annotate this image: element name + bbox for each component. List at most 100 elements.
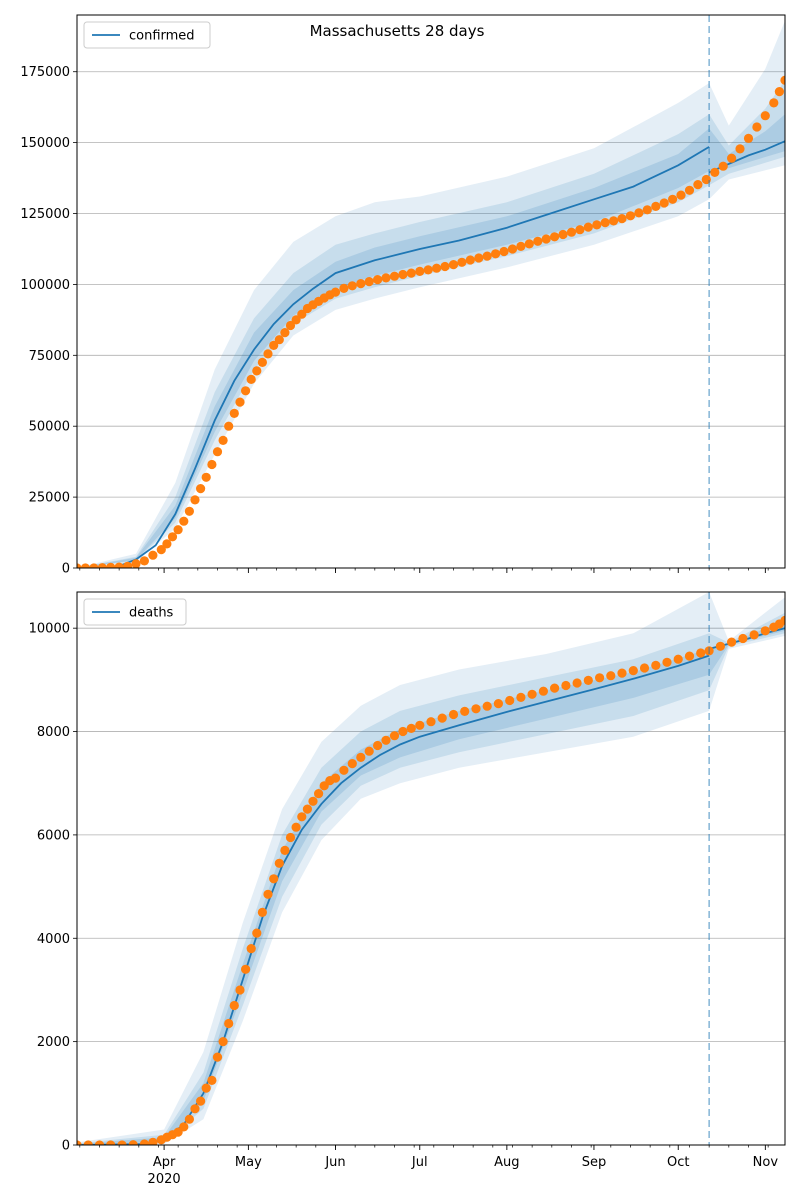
observed-point	[592, 220, 602, 230]
observed-point	[780, 75, 785, 85]
observed-point	[527, 689, 537, 699]
observed-point	[285, 832, 296, 843]
plot-area	[77, 592, 785, 1145]
observed-point	[212, 1052, 223, 1062]
observed-point	[252, 928, 262, 938]
observed-point	[634, 208, 644, 218]
observed-point	[224, 1018, 234, 1029]
observed-point	[516, 241, 526, 251]
observed-point	[106, 1140, 116, 1145]
observed-point	[566, 227, 577, 237]
observed-point	[148, 550, 158, 560]
observed-point	[651, 660, 661, 671]
observed-point	[575, 225, 585, 235]
observed-point	[269, 340, 279, 350]
observed-point	[493, 699, 503, 709]
observed-point	[437, 713, 447, 723]
observed-point	[389, 731, 400, 741]
observed-point	[381, 273, 391, 283]
observed-point	[448, 709, 459, 720]
observed-point	[196, 1096, 206, 1106]
observed-point	[398, 269, 408, 280]
observed-point	[235, 397, 245, 407]
observed-point	[235, 985, 245, 995]
observed-point	[167, 532, 178, 542]
observed-point	[482, 251, 492, 261]
observed-point	[780, 615, 785, 625]
y-tick-label: 150000	[20, 136, 70, 151]
observed-point	[207, 1075, 217, 1085]
observed-point	[263, 349, 273, 359]
observed-point	[156, 545, 166, 555]
observed-point	[398, 726, 408, 737]
observed-point	[364, 746, 374, 756]
observed-point	[381, 735, 391, 745]
observed-point	[538, 686, 549, 696]
uncertainty-band-outer	[77, 592, 785, 1145]
observed-point	[314, 789, 324, 799]
observed-point	[184, 1114, 194, 1124]
observed-point	[201, 472, 211, 482]
observed-point	[263, 889, 273, 899]
observed-point	[769, 98, 779, 108]
observed-point	[257, 907, 267, 918]
observed-point	[457, 257, 467, 267]
observed-point	[241, 964, 251, 974]
legend: confirmed	[83, 21, 211, 49]
observed-point	[257, 357, 267, 367]
observed-point	[229, 408, 239, 418]
observed-point	[651, 201, 661, 211]
observed-point	[97, 563, 107, 568]
observed-point	[347, 281, 357, 291]
y-tick-label: 0	[62, 1139, 70, 1154]
observed-point	[491, 249, 501, 259]
observed-point	[114, 562, 124, 568]
observed-point	[106, 562, 116, 568]
observed-point	[550, 232, 560, 242]
observed-point	[373, 740, 383, 751]
observed-point	[291, 315, 301, 325]
y-tick-label: 175000	[20, 65, 70, 80]
observed-point	[373, 275, 383, 285]
legend-label: deaths	[129, 606, 174, 621]
observed-point	[583, 675, 593, 686]
observed-point	[550, 683, 560, 693]
observed-point	[482, 701, 492, 711]
observed-point	[474, 253, 484, 263]
observed-point	[274, 335, 284, 345]
observed-point	[80, 563, 90, 568]
confirmed-panel: 0 25000 50000 75000 100000 125000 150000 175000…	[20, 14, 786, 577]
observed-point	[541, 234, 551, 244]
observed-point	[347, 759, 357, 769]
observed-point	[533, 236, 543, 246]
uncertainty-band-inner	[77, 114, 785, 568]
observed-point	[269, 874, 279, 884]
y-tick-label: 0	[62, 562, 70, 577]
observed-point	[356, 752, 366, 763]
observed-point	[684, 185, 695, 195]
observed-point	[561, 680, 571, 691]
plot-area	[77, 20, 785, 568]
observed-point	[507, 244, 518, 254]
observed-point	[224, 421, 234, 431]
observed-point	[609, 216, 619, 226]
observed-point	[583, 222, 593, 232]
y-tick-label: 2000	[37, 1035, 70, 1050]
observed-point	[752, 122, 762, 132]
observed-point	[572, 678, 582, 688]
observed-point	[617, 214, 627, 224]
observed-point	[415, 266, 425, 276]
observed-point	[148, 1137, 158, 1145]
y-tick-label: 100000	[20, 278, 70, 293]
observed-point	[718, 161, 728, 171]
uncertainty-band-middle	[77, 80, 785, 568]
observed-point	[727, 153, 737, 163]
observed-point	[710, 167, 720, 177]
observed-point	[668, 194, 678, 204]
observed-point	[184, 506, 194, 516]
legend-box	[83, 598, 187, 626]
observed-point	[639, 663, 650, 673]
observed-point	[471, 704, 481, 714]
observed-point	[735, 144, 745, 154]
